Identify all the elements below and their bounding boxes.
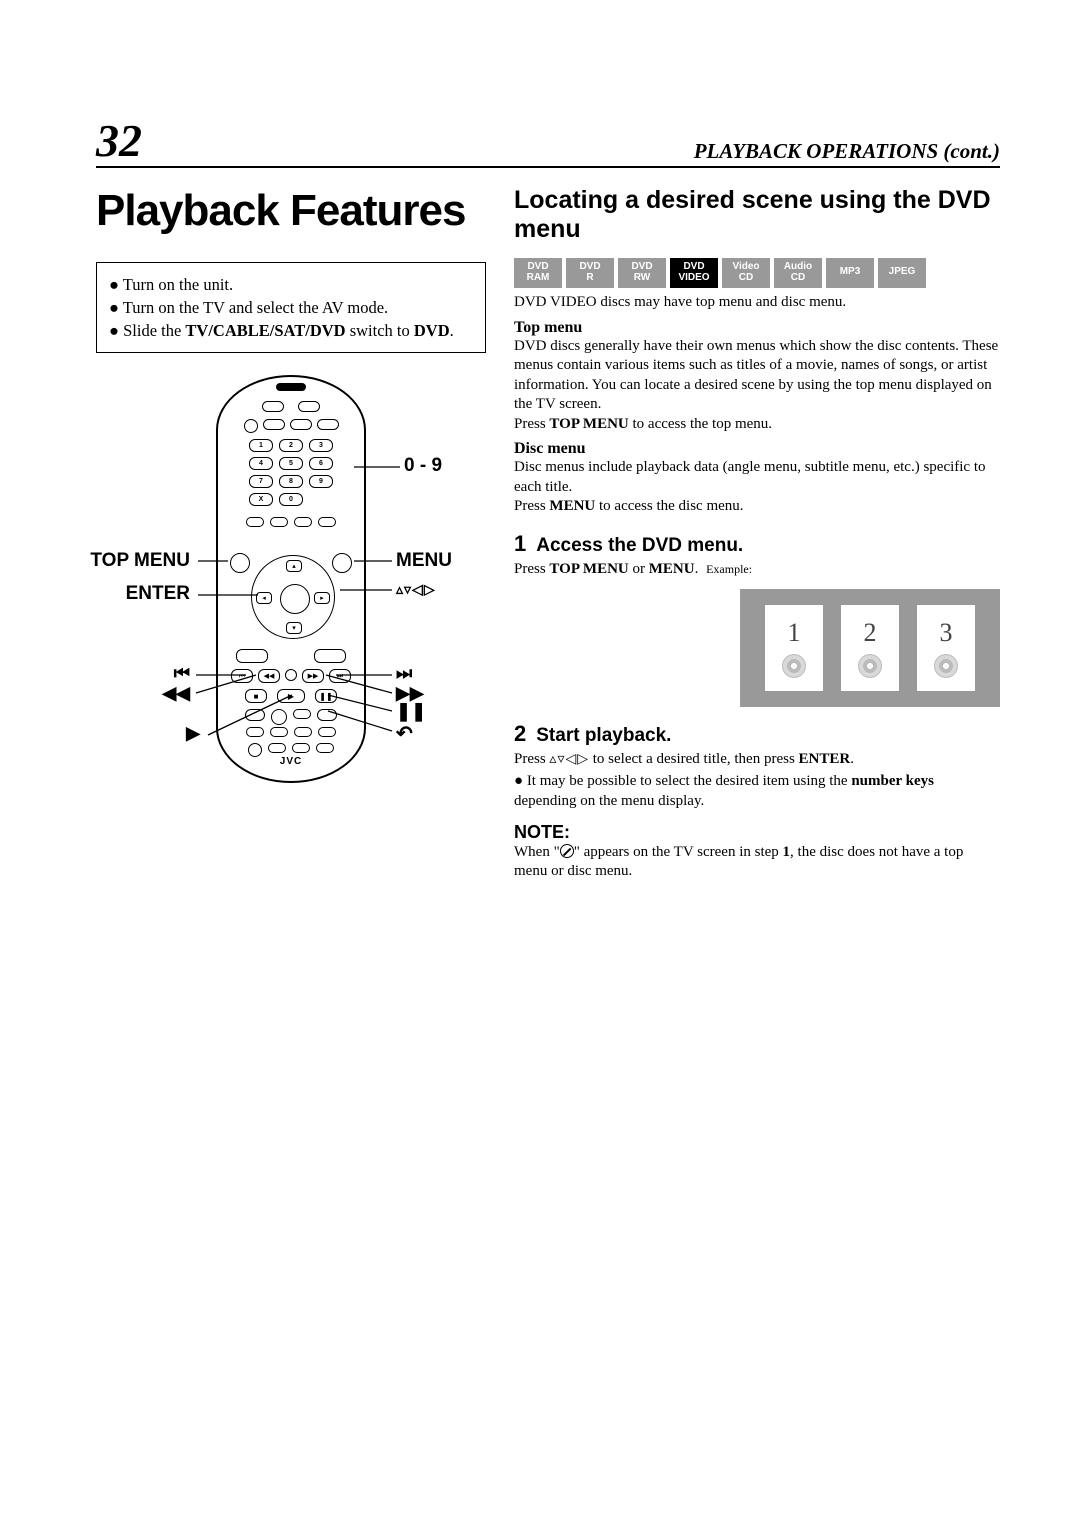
format-badge: JPEG [878, 258, 926, 288]
text: switch to [346, 321, 414, 340]
callout-play-icon: ▶ [186, 723, 200, 744]
section-label: PLAYBACK OPERATIONS (cont.) [694, 139, 1000, 164]
format-badge: DVDVIDEO [670, 258, 718, 288]
nav-symbols: ▵▿◁▷ [549, 750, 589, 766]
step-2-body: Press ▵▿◁▷ to select a desired title, th… [514, 749, 1000, 769]
page-header: 32 PLAYBACK OPERATIONS (cont.) [96, 118, 1000, 168]
format-badge: DVDRW [618, 258, 666, 288]
note-body: When " " appears on the TV screen in step… [514, 843, 1000, 882]
step-1-body: Press TOP MENU or MENU. Example: [514, 559, 1000, 579]
text: When " [514, 844, 560, 860]
text: Press [514, 416, 549, 432]
main-title: Playback Features [96, 186, 486, 236]
menu-item: 1 [765, 605, 823, 691]
prohibit-icon [560, 844, 574, 858]
format-badge: MP3 [826, 258, 874, 288]
step-1: 1 Access the DVD menu. [514, 531, 1000, 557]
callout-enter: ENTER [126, 583, 190, 605]
text: . [695, 561, 703, 577]
text: Press [514, 751, 549, 767]
callout-lines [96, 375, 486, 875]
note-heading: NOTE: [514, 822, 1000, 843]
text: " appears on the TV screen in step [574, 844, 783, 860]
text: to access the top menu. [629, 416, 772, 432]
caption: DVD VIDEO discs may have top menu and di… [514, 294, 1000, 311]
format-badges: DVDRAMDVDRDVDRWDVDVIDEOVideoCDAudioCDMP3… [514, 258, 1000, 288]
disc-icon [782, 654, 806, 678]
menu-item-number: 1 [788, 618, 801, 648]
two-column-layout: Playback Features Turn on the unit. Turn… [96, 186, 1000, 882]
menu-item: 2 [841, 605, 899, 691]
left-column: Playback Features Turn on the unit. Turn… [96, 186, 486, 882]
text: It may be possible to select the desired… [527, 773, 852, 789]
subheading: Locating a desired scene using the DVD m… [514, 186, 1000, 244]
remote-diagram: 1 2 3 4 5 6 7 8 9 X 0 [96, 375, 486, 875]
text: depending on the menu display. [514, 793, 704, 809]
disc-icon [934, 654, 958, 678]
text: TOP MENU [549, 416, 628, 432]
disc-icon [858, 654, 882, 678]
menu-item-number: 3 [940, 618, 953, 648]
menu-item: 3 [917, 605, 975, 691]
text: . [450, 321, 454, 340]
text: to access the disc menu. [595, 498, 743, 514]
text: 1 [783, 844, 791, 860]
topmenu-body: DVD discs generally have their own menus… [514, 337, 1000, 415]
prep-item: Turn on the TV and select the AV mode. [109, 296, 473, 319]
step-title: Access the DVD menu. [536, 535, 743, 557]
topmenu-body2: Press TOP MENU to access the top menu. [514, 415, 1000, 435]
text: MENU [649, 561, 695, 577]
format-badge: VideoCD [722, 258, 770, 288]
callout-menu: MENU [396, 550, 452, 572]
text: to select a desired title, then press [589, 751, 799, 767]
callout-next-icon: ⏭ [396, 663, 412, 684]
text: TV/CABLE/SAT/DVD [185, 321, 345, 340]
text: number keys [851, 773, 934, 789]
page-number: 32 [96, 118, 142, 164]
callout-prev-icon: ⏮ [174, 663, 190, 684]
step-2-bullet: ● It may be possible to select the desir… [514, 771, 1000, 812]
step-number: 2 [514, 721, 526, 747]
callout-return-icon: ↶ [396, 721, 413, 746]
text: Press [514, 498, 549, 514]
text: Slide the [123, 321, 185, 340]
discmenu-body2: Press MENU to access the disc menu. [514, 497, 1000, 517]
callout-nav: ▵▿◁▷ [396, 581, 436, 598]
format-badge: DVDR [566, 258, 614, 288]
text: or [629, 561, 649, 577]
text: ENTER [799, 751, 851, 767]
callout-rew-icon: ◀◀ [162, 683, 190, 704]
topmenu-head: Top menu [514, 319, 1000, 337]
step-2: 2 Start playback. [514, 721, 1000, 747]
text: . [850, 751, 854, 767]
callout-numbers: 0 - 9 [404, 455, 442, 477]
text: TOP MENU [549, 561, 628, 577]
callout-pause-icon: ❚❚ [396, 701, 426, 722]
discmenu-body: Disc menus include playback data (angle … [514, 458, 1000, 497]
preparation-box: Turn on the unit. Turn on the TV and sel… [96, 262, 486, 353]
text: DVD [414, 321, 450, 340]
right-column: Locating a desired scene using the DVD m… [514, 186, 1000, 882]
callout-topmenu: TOP MENU [90, 550, 190, 572]
format-badge: AudioCD [774, 258, 822, 288]
example-label: Example: [706, 562, 752, 576]
prep-item: Turn on the unit. [109, 273, 473, 296]
discmenu-head: Disc menu [514, 440, 1000, 458]
step-number: 1 [514, 531, 526, 557]
format-badge: DVDRAM [514, 258, 562, 288]
text: Press [514, 561, 549, 577]
menu-item-number: 2 [864, 618, 877, 648]
prep-item: Slide the TV/CABLE/SAT/DVD switch to DVD… [109, 319, 473, 342]
step-title: Start playback. [536, 725, 671, 747]
menu-example: 1 2 3 [740, 589, 1000, 707]
text: MENU [549, 498, 595, 514]
